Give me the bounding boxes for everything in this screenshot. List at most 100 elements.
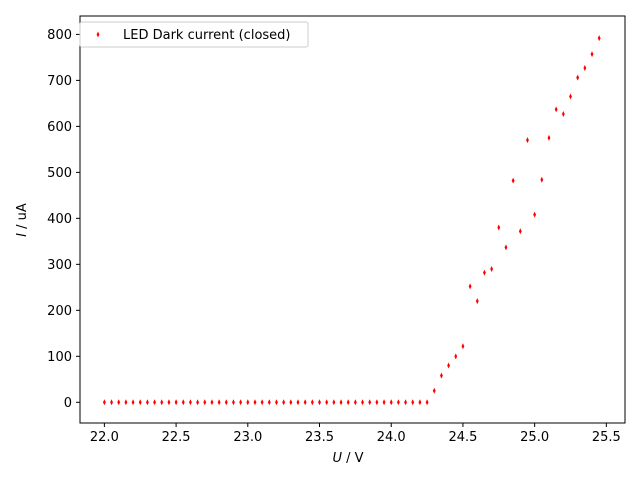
data-point [339,399,343,406]
data-point [461,343,465,350]
data-point [253,399,257,406]
data-point [468,283,472,290]
y-tick-label: 700 [47,74,72,89]
data-point [382,399,386,406]
legend: LED Dark current (closed) [79,21,309,48]
data-point [196,399,200,406]
data-point [526,137,529,144]
data-point [396,399,400,406]
data-point [296,399,300,406]
data-point [561,110,565,117]
data-point [533,211,537,218]
data-point [425,399,429,406]
y-tick-label: 400 [47,212,72,227]
data-point [346,399,350,406]
data-point [447,362,450,369]
x-tick-label: 25.0 [520,430,549,445]
data-point [361,399,364,406]
y-tick-label: 500 [47,166,72,181]
data-point [540,176,544,183]
data-point [246,399,250,406]
data-point [131,399,135,406]
data-point [547,134,551,141]
data-point [189,399,192,406]
x-tick-label: 22.5 [162,430,191,445]
data-point [353,399,357,406]
y-tick-label: 300 [47,258,72,273]
data-point [117,399,121,406]
data-point [289,399,293,406]
data-point [411,399,415,406]
x-tick-label: 24.0 [377,430,406,445]
data-point [224,399,228,406]
x-axis-ticks: 22.0 22.5 23.0 23.5 24.0 24.5 25.0 25.5 [90,423,621,445]
data-point [239,399,243,406]
x-tick-label: 25.5 [592,430,621,445]
data-point [260,399,264,406]
x-tick-label: 23.0 [233,430,262,445]
data-point [432,387,436,394]
data-point [153,399,156,406]
data-point [554,106,558,113]
data-point [310,399,314,406]
data-point [318,399,321,406]
data-points [102,35,601,406]
data-point [590,51,594,58]
data-point [160,399,164,406]
data-point [518,228,522,235]
data-point [454,353,458,360]
data-point [597,35,601,42]
data-point [404,399,407,406]
data-point [181,399,185,406]
data-point [275,399,278,406]
data-point [110,399,113,406]
x-axis-label: U / V [332,451,363,466]
data-point [504,244,508,251]
data-point [210,399,214,406]
legend-box [79,21,309,48]
y-axis-ticks: 0 100 200 300 400 500 600 700 800 [47,28,80,411]
data-point [217,399,221,406]
data-point [389,399,393,406]
data-point [583,64,587,71]
y-tick-label: 200 [47,304,72,319]
data-point [167,399,171,406]
data-point [102,399,106,406]
x-tick-label: 23.5 [305,430,334,445]
data-point [203,399,207,406]
data-point [483,269,486,276]
data-point [368,399,372,406]
y-axis-label: I / uA [15,203,30,237]
data-point [511,177,515,184]
y-tick-label: 600 [47,120,72,135]
legend-marker-symbol [96,31,100,38]
data-point [267,399,271,406]
data-point [490,265,494,272]
data-point [576,74,580,81]
data-point [124,399,128,406]
data-point [332,399,336,406]
data-point [325,399,329,406]
data-point [375,399,379,406]
data-point [174,399,178,406]
y-tick-label: 100 [47,350,72,365]
data-point [418,399,422,406]
legend-label: LED Dark current (closed) [123,28,291,43]
data-point [475,298,479,305]
plot-frame [79,15,626,424]
data-point [440,372,443,379]
data-point [497,224,501,231]
data-point [146,399,149,406]
data-point [232,399,235,406]
y-tick-label: 800 [47,28,72,43]
y-tick-label: 0 [64,396,72,411]
data-point [569,93,572,100]
x-tick-label: 22.0 [90,430,119,445]
legend-marker [96,31,100,38]
data-point [303,399,307,406]
x-tick-label: 24.5 [448,430,477,445]
data-point [138,399,142,406]
data-point [282,399,286,406]
